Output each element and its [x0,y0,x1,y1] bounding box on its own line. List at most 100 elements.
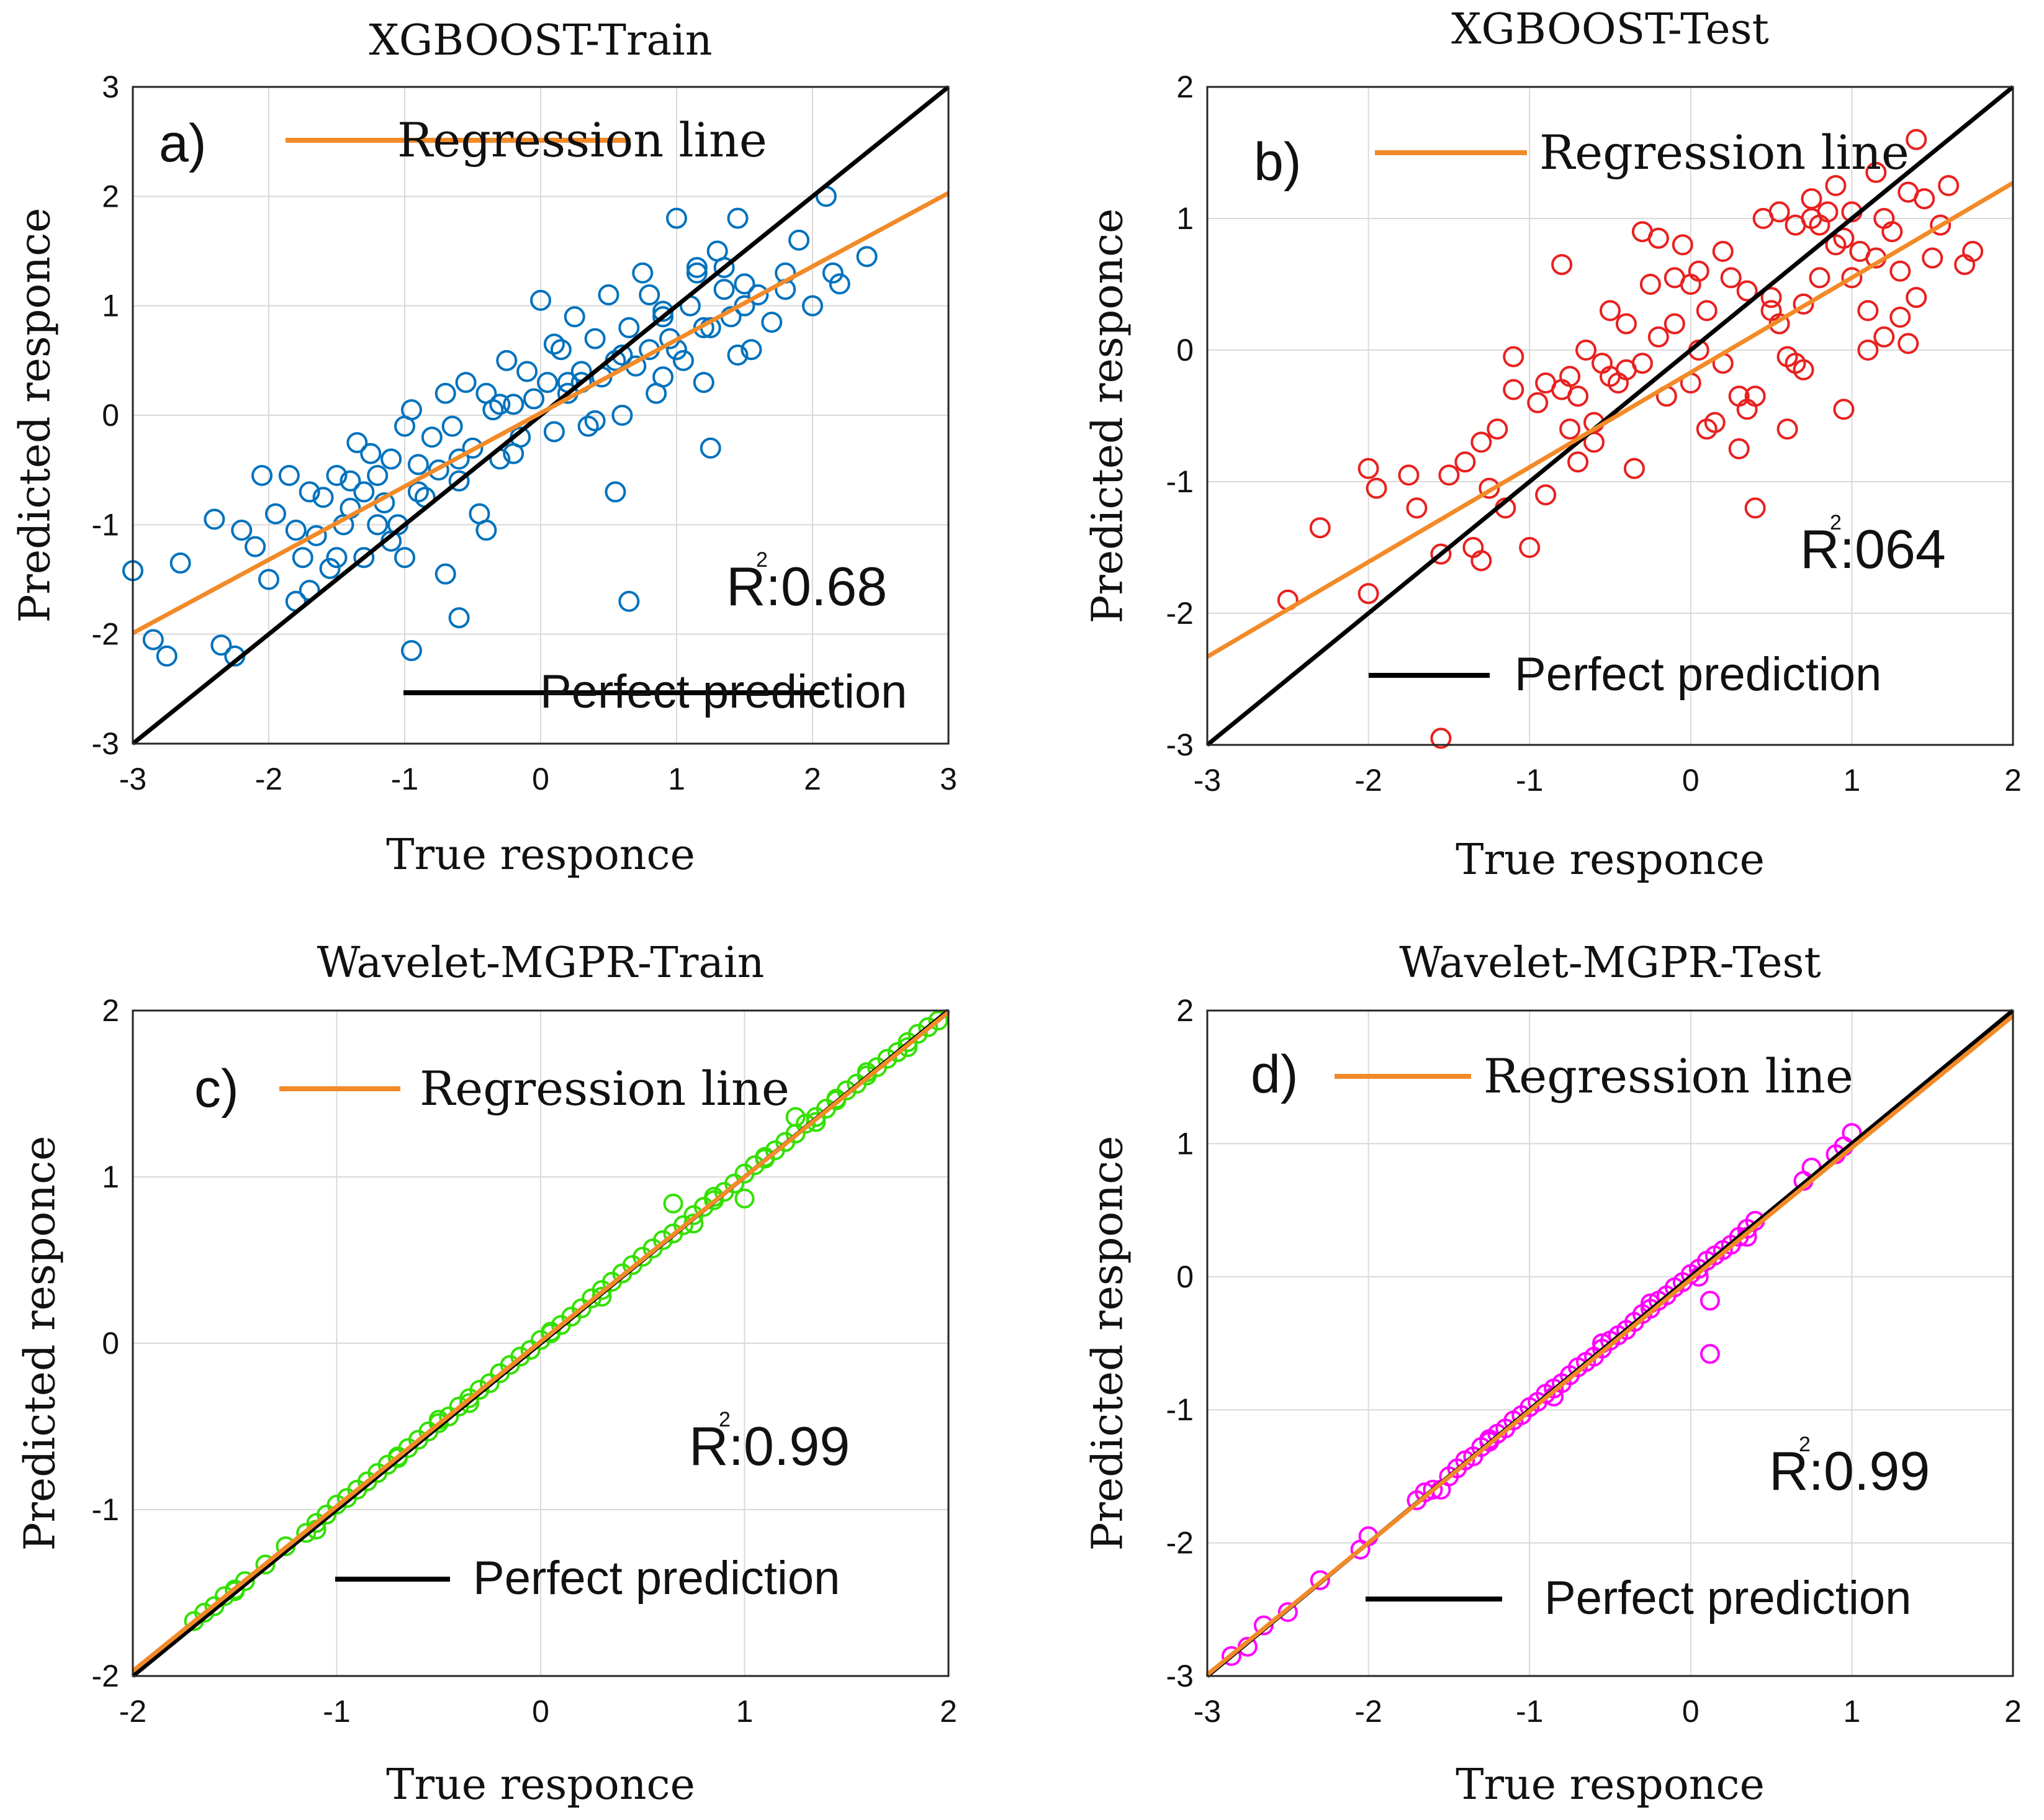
data-point [1688,260,1709,282]
data-point [1664,313,1685,335]
data-point [1527,392,1549,413]
data-point [1366,477,1387,499]
data-point [907,1024,928,1044]
y-tick-label: 2 [1176,70,1194,104]
data-point [462,437,484,459]
x-tick-label: 1 [1843,1694,1860,1729]
x-tick-label: 2 [2004,1694,2022,1729]
data-point [713,256,735,278]
x-tick-label: 0 [532,762,549,796]
y-tick-label: 1 [102,1160,119,1194]
data-point [326,464,348,486]
data-point [1857,300,1879,322]
axes-frame [132,86,950,745]
panel-xgboost-train: -3 -2 -1 0 1 2 3 -3 -2 -1 0 1 2 3 XGBOOST-Train True re… [11,16,957,880]
data-point [489,394,511,415]
x-axis-label: True responce [386,1760,695,1809]
legend-regression-label: Regression line [1483,1048,1853,1104]
y-tick-label: 0 [102,398,119,433]
data-point [1535,372,1557,394]
data-point [434,563,456,585]
data-point [1776,418,1798,440]
data-point [673,1215,693,1235]
data-point [802,295,823,317]
data-point [666,207,687,229]
data-point [1559,418,1581,440]
data-point [584,328,606,349]
y-axis-label: Predicted responce [11,208,60,623]
data-point [1398,464,1420,486]
axes-frame [132,1009,950,1677]
data-point [441,415,463,437]
data-point [1672,234,1693,256]
data-point [400,640,422,662]
data-point [577,415,599,437]
y-tick-label: -1 [1166,464,1194,499]
data-point [1760,300,1782,322]
data-point [788,229,810,251]
data-point [632,262,654,284]
data-point [258,569,279,590]
data-point [686,262,708,284]
data-point [1647,326,1669,348]
data-point [796,1114,816,1134]
data-point [652,366,674,388]
data-point [1712,241,1734,262]
data-point [292,547,313,569]
data-point [312,487,334,508]
panel-label: c) [194,1059,239,1119]
data-point [360,443,382,464]
x-tick-label: 2 [940,1694,957,1729]
data-point [434,382,456,404]
y-tick-label: 0 [1176,333,1194,367]
data-point [877,1048,898,1069]
x-axis-label: True responce [386,831,695,880]
r2-annotation: R:064 [1800,518,1946,580]
data-point [747,284,769,306]
data-point [448,607,470,629]
x-tick-label: 1 [668,762,685,796]
regression-line [1205,1014,2015,1677]
data-point [1801,208,1822,229]
y-tick-label: -2 [1166,1526,1194,1561]
data-point [1760,287,1782,309]
data-point [598,284,619,306]
data-point [1865,161,1887,183]
x-tick-label: -3 [119,762,146,796]
data-point [700,437,721,459]
data-point [251,464,273,486]
data-point [204,508,225,530]
legend-perfect-label: Perfect prediction [1515,648,1881,701]
x-tick-label: -1 [1516,1694,1543,1729]
data-point [305,525,327,546]
data-point [928,1011,948,1031]
data-point [1898,333,1919,354]
r2-superscript: 2 [719,1408,731,1431]
data-point [584,410,606,431]
data-point [1615,359,1637,381]
data-point [1938,175,1960,196]
data-point [380,448,402,470]
data-point [536,372,558,394]
data-point [516,361,538,382]
data-point [1438,464,1460,486]
data-point [1406,497,1428,519]
data-point [1962,241,1984,262]
data-point [459,1393,480,1413]
data-point [1631,221,1653,243]
data-point [421,426,443,448]
data-point [1720,267,1742,289]
data-point [428,459,449,481]
data-point [1793,293,1814,315]
y-tick-label: 1 [1176,201,1194,236]
data-point [1930,214,1952,236]
panel-wavelet-mgpr-test: -3 -2 -1 0 1 2 -3 -2 -1 0 1 2 Wavelet-MGPR-Test True … [1084,939,2022,1809]
x-tick-label: -2 [255,762,282,796]
data-point [612,1263,633,1284]
data-point [806,1112,826,1132]
data-point [1736,280,1758,302]
data-point [1809,267,1830,289]
panel-label: b) [1254,132,1301,192]
x-tick-label: 1 [1843,763,1860,798]
x-tick-label: 1 [736,1694,754,1729]
